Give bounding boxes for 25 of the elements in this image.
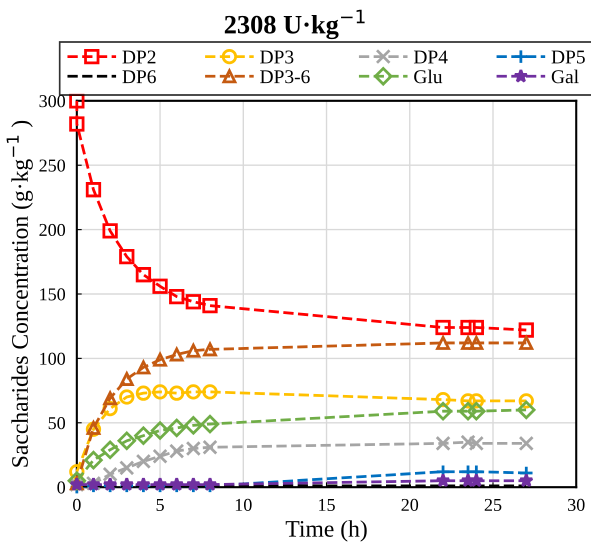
legend-label: DP6 xyxy=(122,70,156,84)
y-tick-label: 250 xyxy=(39,159,66,172)
x-axis-title: Time (h) xyxy=(286,520,367,542)
legend-label: Gal xyxy=(552,70,579,84)
x-tick-label: 15 xyxy=(319,498,335,511)
legend-label: DP3 xyxy=(260,50,294,64)
y-tick-label: 200 xyxy=(39,224,66,236)
x-tick-label: 0 xyxy=(73,498,81,511)
y-tick-label: 150 xyxy=(40,288,66,300)
x-tick-label: 10 xyxy=(236,498,252,511)
x-tick-label: 30 xyxy=(568,498,585,511)
x-tick-label: 25 xyxy=(484,498,502,511)
x-tick-label: 20 xyxy=(402,498,418,511)
legend-label: DP3-6 xyxy=(260,70,310,84)
legend-label: DP5 xyxy=(552,50,585,64)
legend-label: DP4 xyxy=(414,50,448,64)
x-tick-label: 5 xyxy=(156,498,164,511)
legend-label: Glu xyxy=(414,70,442,84)
y-axis-title: Saccharides Concentration (g·kg$^{−1}$ ) xyxy=(6,120,33,467)
chart-title: 2308 U·kg$^{−1}$ xyxy=(224,10,365,40)
y-tick-label: 300 xyxy=(40,95,66,108)
y-tick-label: 50 xyxy=(48,417,66,430)
y-tick-label: 0 xyxy=(57,481,66,494)
legend-label: DP2 xyxy=(122,50,156,64)
y-tick-label: 100 xyxy=(40,352,66,365)
